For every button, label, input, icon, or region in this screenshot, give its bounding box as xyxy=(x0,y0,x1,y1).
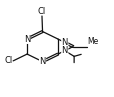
Text: Cl: Cl xyxy=(4,56,13,65)
Text: N: N xyxy=(24,35,30,44)
Text: Me: Me xyxy=(87,37,98,46)
Text: N: N xyxy=(61,38,67,47)
Text: N: N xyxy=(39,57,45,66)
Text: N: N xyxy=(61,46,67,55)
Text: Cl: Cl xyxy=(38,6,46,16)
